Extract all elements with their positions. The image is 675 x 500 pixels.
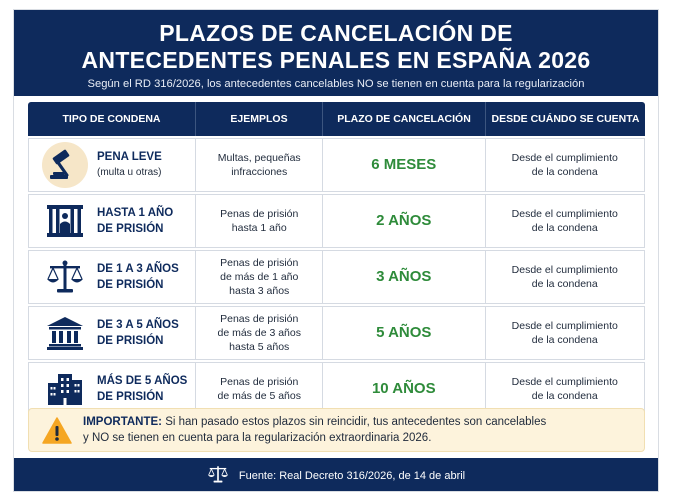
examples-line: Penas de prisión bbox=[220, 313, 299, 325]
column-header-since: DESDE CUÁNDO SE CUENTA bbox=[491, 113, 640, 125]
period-cell: 2 AÑOS bbox=[323, 195, 486, 247]
examples-line: Penas de prisión bbox=[220, 257, 299, 269]
examples-cell: Penas de prisión de más de 5 años bbox=[196, 363, 324, 415]
period-cell: 5 AÑOS bbox=[323, 307, 486, 359]
type-cell: DE 3 A 5 AÑOS DE PRISIÓN bbox=[29, 307, 197, 359]
examples-line: infracciones bbox=[231, 166, 288, 178]
scales-icon bbox=[207, 464, 239, 487]
since-line: Desde el cumplimiento bbox=[511, 264, 618, 276]
examples-cell: Penas de prisión de más de 1 año hasta 3… bbox=[196, 251, 324, 303]
table-row: DE 3 A 5 AÑOS DE PRISIÓN Penas de prisió… bbox=[28, 306, 645, 360]
since-line: de la condena bbox=[531, 390, 598, 402]
examples-cell: Multas, pequeñas infracciones bbox=[196, 139, 324, 191]
examples-cell: Penas de prisión hasta 1 año bbox=[196, 195, 324, 247]
examples-line: Multas, pequeñas bbox=[217, 152, 301, 164]
title-line-2: ANTECEDENTES PENALES EN ESPAÑA 2026 bbox=[81, 47, 591, 73]
type-line-2: DE PRISIÓN bbox=[97, 335, 164, 347]
since-line: de la condena bbox=[531, 222, 598, 234]
warning-icon bbox=[37, 416, 77, 444]
type-label: DE 3 A 5 AÑOS DE PRISIÓN bbox=[97, 317, 179, 349]
footer-source: Fuente: Real Decreto 316/2026, de 14 de … bbox=[14, 458, 658, 491]
since-line: Desde el cumplimiento bbox=[511, 320, 618, 332]
type-cell: HASTA 1 AÑO DE PRISIÓN bbox=[29, 195, 197, 247]
page-title: PLAZOS DE CANCELACIÓN DE ANTECEDENTES PE… bbox=[14, 20, 658, 74]
since-cell: Desde el cumplimiento de la condena bbox=[486, 363, 644, 415]
footer-text: Fuente: Real Decreto 316/2026, de 14 de … bbox=[238, 469, 466, 482]
since-cell: Desde el cumplimiento de la condena bbox=[486, 307, 644, 359]
type-cell: DE 1 A 3 AÑOS DE PRISIÓN bbox=[29, 251, 197, 303]
examples-cell: Penas de prisión de más de 3 años hasta … bbox=[196, 307, 324, 359]
page-subtitle: Según el RD 316/2026, los antecedentes c… bbox=[87, 78, 585, 90]
notice-label: IMPORTANTE: bbox=[83, 416, 163, 428]
type-label: PENA LEVE (multa u otras) bbox=[97, 149, 162, 181]
column-header-period: PLAZO DE CANCELACIÓN bbox=[323, 102, 486, 136]
examples-line: hasta 3 años bbox=[229, 285, 290, 297]
period-cell: 3 AÑOS bbox=[323, 251, 486, 303]
column-header-type: TIPO DE CONDENA bbox=[28, 102, 196, 136]
table-row: MÁS DE 5 AÑOS DE PRISIÓN Penas de prisió… bbox=[28, 362, 645, 416]
since-line: Desde el cumplimiento bbox=[511, 376, 618, 388]
table-row: HASTA 1 AÑO DE PRISIÓN Penas de prisión … bbox=[28, 194, 645, 248]
buildings-icon bbox=[39, 363, 91, 415]
gavel-icon bbox=[39, 139, 91, 191]
type-cell: PENA LEVE (multa u otras) bbox=[29, 139, 197, 191]
examples-line: de más de 3 años bbox=[217, 327, 301, 339]
cancellation-table: TIPO DE CONDENA EJEMPLOS PLAZO DE CANCEL… bbox=[28, 102, 645, 416]
period-cell: 6 MESES bbox=[323, 139, 486, 191]
since-line: de la condena bbox=[531, 334, 598, 346]
type-line-1: PENA LEVE bbox=[97, 151, 162, 163]
notice-text: IMPORTANTE: Si han pasado estos plazos s… bbox=[83, 414, 546, 446]
type-line-1: MÁS DE 5 AÑOS bbox=[97, 375, 188, 387]
type-line-2: (multa u otras) bbox=[97, 167, 162, 178]
since-cell: Desde el cumplimiento de la condena bbox=[486, 195, 644, 247]
title-line-1: PLAZOS DE CANCELACIÓN DE bbox=[159, 20, 513, 46]
period-cell: 10 AÑOS bbox=[323, 363, 486, 415]
type-cell: MÁS DE 5 AÑOS DE PRISIÓN bbox=[29, 363, 197, 415]
examples-line: Penas de prisión bbox=[220, 376, 299, 388]
column-header-examples: EJEMPLOS bbox=[196, 102, 323, 136]
since-line: de la condena bbox=[531, 278, 598, 290]
type-line-2: DE PRISIÓN bbox=[97, 223, 164, 235]
examples-line: hasta 5 años bbox=[229, 341, 290, 353]
important-notice: IMPORTANTE: Si han pasado estos plazos s… bbox=[28, 408, 645, 452]
table-header: TIPO DE CONDENA EJEMPLOS PLAZO DE CANCEL… bbox=[28, 102, 645, 136]
type-line-1: HASTA 1 AÑO bbox=[97, 207, 174, 219]
type-label: MÁS DE 5 AÑOS DE PRISIÓN bbox=[97, 373, 187, 405]
type-line-2: DE PRISIÓN bbox=[97, 279, 164, 291]
type-line-1: DE 1 A 3 AÑOS bbox=[97, 263, 179, 275]
since-line: Desde el cumplimiento bbox=[511, 152, 618, 164]
examples-line: de más de 1 año bbox=[220, 271, 299, 283]
table-row: DE 1 A 3 AÑOS DE PRISIÓN Penas de prisió… bbox=[28, 250, 645, 304]
examples-line: Penas de prisión bbox=[220, 208, 299, 220]
table-row: PENA LEVE (multa u otras) Multas, pequeñ… bbox=[28, 138, 645, 192]
type-line-2: DE PRISIÓN bbox=[97, 391, 164, 403]
examples-line: hasta 1 año bbox=[231, 222, 287, 234]
examples-line: de más de 5 años bbox=[217, 390, 301, 402]
type-label: HASTA 1 AÑO DE PRISIÓN bbox=[97, 205, 173, 237]
type-label: DE 1 A 3 AÑOS DE PRISIÓN bbox=[97, 261, 179, 293]
since-cell: Desde el cumplimiento de la condena bbox=[486, 251, 644, 303]
type-line-1: DE 3 A 5 AÑOS bbox=[97, 319, 179, 331]
infographic-card: PLAZOS DE CANCELACIÓN DE ANTECEDENTES PE… bbox=[13, 9, 659, 492]
notice-line-1: Si han pasado estos plazos sin reincidir… bbox=[162, 416, 547, 428]
since-line: Desde el cumplimiento bbox=[511, 208, 618, 220]
notice-line-2: y NO se tienen en cuenta para la regular… bbox=[83, 432, 432, 444]
courthouse-icon bbox=[39, 307, 91, 359]
since-cell: Desde el cumplimiento de la condena bbox=[486, 139, 644, 191]
header-banner: PLAZOS DE CANCELACIÓN DE ANTECEDENTES PE… bbox=[14, 10, 658, 96]
prison-bars-icon bbox=[39, 195, 91, 247]
since-line: de la condena bbox=[531, 166, 598, 178]
scales-icon bbox=[39, 251, 91, 303]
